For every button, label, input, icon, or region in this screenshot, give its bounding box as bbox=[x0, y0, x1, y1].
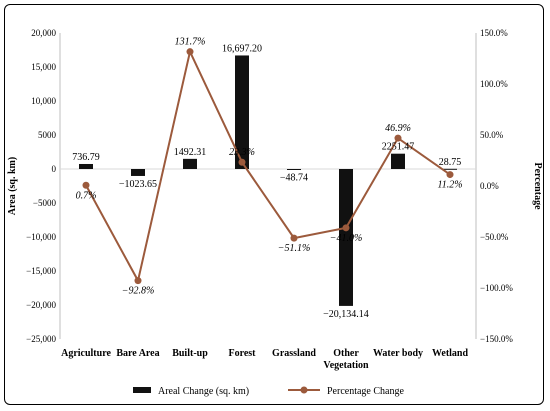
percentage-value-label: −51.1% bbox=[278, 243, 311, 254]
category-label: Other Vegetation bbox=[323, 348, 369, 371]
percentage-value-label: −92.8% bbox=[122, 286, 155, 297]
percentage-point bbox=[82, 181, 90, 189]
percentage-value-label: 0.7% bbox=[76, 190, 97, 201]
percentage-point bbox=[446, 171, 454, 179]
percentage-point bbox=[394, 134, 402, 142]
percentage-value-label: 131.7% bbox=[175, 37, 206, 48]
category-label-line: Vegetation bbox=[323, 360, 369, 371]
category-label: Built-up bbox=[172, 348, 208, 359]
legend-bar-swatch bbox=[133, 387, 151, 393]
left-tick-label: 20,000 bbox=[31, 28, 56, 38]
bar bbox=[391, 153, 405, 169]
right-tick-label: −150.0% bbox=[480, 334, 513, 344]
bar-value-label: 1492.31 bbox=[174, 147, 207, 158]
left-tick-label: 15,000 bbox=[31, 62, 56, 72]
percentage-point bbox=[238, 158, 246, 166]
bar bbox=[287, 169, 301, 170]
category-label-line: Grassland bbox=[272, 348, 316, 359]
category-label-line: Built-up bbox=[172, 348, 208, 359]
left-tick-label: −20,000 bbox=[26, 300, 56, 310]
right-tick-label: −50.0% bbox=[480, 232, 509, 242]
bar-value-label: −1023.65 bbox=[119, 179, 157, 190]
bars bbox=[79, 55, 457, 306]
bar-value-label: 736.79 bbox=[72, 152, 100, 163]
right-tick-label: 100.0% bbox=[480, 79, 508, 89]
left-tick-label: −10,000 bbox=[26, 232, 56, 242]
bar-value-label: 2251.47 bbox=[382, 142, 415, 153]
left-tick-label: 5000 bbox=[38, 130, 57, 140]
percentage-point bbox=[290, 234, 298, 242]
legend-line-label: Percentage Change bbox=[327, 386, 404, 397]
percentage-value-label: 23.3% bbox=[229, 147, 255, 158]
left-tick-label: 10,000 bbox=[31, 96, 56, 106]
left-tick-label: 0 bbox=[52, 164, 57, 174]
left-tick-label: −15,000 bbox=[26, 266, 56, 276]
category-label-line: Agriculture bbox=[61, 348, 111, 359]
percentage-point bbox=[186, 48, 194, 56]
bar-value-label: −20,134.14 bbox=[323, 309, 369, 320]
left-axis-title: Area (sq. km) bbox=[7, 157, 18, 215]
axes: 20,000 15,000 10,000 5000 0 −5000 −10,000 −15,0… bbox=[26, 28, 513, 371]
right-tick-label: 0.0% bbox=[480, 181, 499, 191]
bar bbox=[339, 169, 353, 306]
left-tick-label: −25,000 bbox=[26, 334, 56, 344]
bar bbox=[131, 169, 145, 176]
right-tick-label: 50.0% bbox=[480, 130, 504, 140]
legend: Areal Change (sq. km) Percentage Change bbox=[133, 386, 404, 397]
legend-bar-label: Areal Change (sq. km) bbox=[158, 386, 249, 397]
category-label: Water body bbox=[373, 348, 423, 359]
right-tick-label: −100.0% bbox=[480, 283, 513, 293]
category-label: Wetland bbox=[432, 348, 469, 359]
bar bbox=[235, 55, 249, 169]
category-label-line: Other bbox=[333, 348, 359, 359]
bar bbox=[183, 158, 197, 169]
bar-value-label: −48.74 bbox=[280, 172, 308, 183]
category-label-line: Bare Area bbox=[116, 348, 159, 359]
bar bbox=[443, 168, 457, 170]
bar bbox=[79, 163, 93, 169]
percentage-value-label: −41.0% bbox=[330, 233, 363, 244]
category-label-line: Forest bbox=[228, 348, 256, 359]
category-label-line: Wetland bbox=[432, 348, 469, 359]
percentage-value-label: 46.9% bbox=[385, 123, 411, 134]
percentage-line bbox=[82, 48, 454, 285]
combo-chart: 20,000 15,000 10,000 5000 0 −5000 −10,000 −15,0… bbox=[7, 28, 543, 397]
legend-line-marker bbox=[300, 386, 308, 394]
category-label-line: Water body bbox=[373, 348, 423, 359]
data-labels: 736.79 −1023.65 1492.31 16,697.20 −48.74 −20,… bbox=[72, 37, 462, 320]
percentage-point bbox=[342, 224, 350, 232]
category-label: Forest bbox=[228, 348, 256, 359]
percentage-point bbox=[134, 277, 142, 285]
bar-value-label: 28.75 bbox=[439, 157, 462, 168]
right-tick-label: 150.0% bbox=[480, 28, 508, 38]
chart-frame: 20,000 15,000 10,000 5000 0 −5000 −10,000 −15,0… bbox=[4, 4, 544, 405]
category-label: Grassland bbox=[272, 348, 316, 359]
left-tick-label: −5000 bbox=[33, 198, 57, 208]
bar-value-label: 16,697.20 bbox=[222, 43, 262, 54]
category-label: Agriculture bbox=[61, 348, 111, 359]
percentage-value-label: 11.2% bbox=[437, 180, 462, 191]
category-label: Bare Area bbox=[116, 348, 159, 359]
percentage-polyline bbox=[85, 48, 451, 284]
right-axis-title: Percentage bbox=[532, 162, 543, 210]
